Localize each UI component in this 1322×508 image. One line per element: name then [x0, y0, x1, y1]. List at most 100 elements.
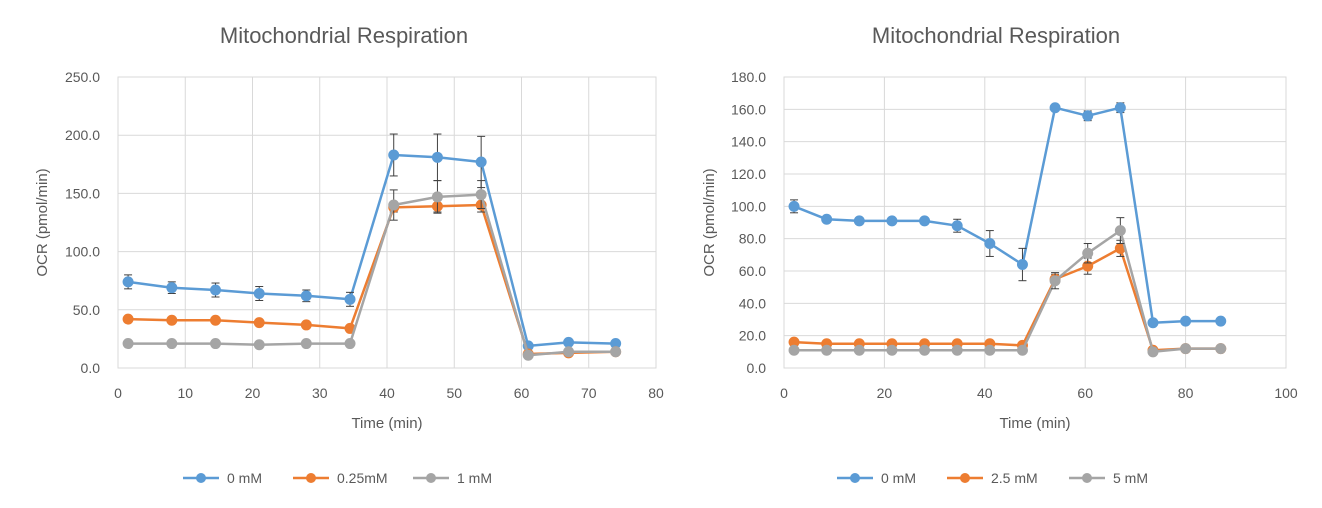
chart-title: Mitochondrial Respiration — [220, 23, 468, 48]
x-tick-label: 10 — [177, 385, 193, 401]
series-2 — [788, 217, 1227, 358]
y-tick-label: 60.0 — [739, 263, 766, 279]
y-axis-title: OCR (pmol/min) — [34, 168, 51, 276]
series-line — [793, 106, 1221, 324]
data-point — [919, 215, 931, 227]
chart-right: Mitochondrial Respiration 0.0 20.0 40.0 60.0… — [701, 23, 1298, 486]
data-point — [1114, 102, 1126, 114]
y-tick-label: 140.0 — [731, 134, 766, 150]
legend-label: 2.5 mM — [991, 470, 1038, 486]
series-2 — [122, 180, 622, 361]
y-tick-label: 180.0 — [731, 69, 766, 85]
plot-area-frame — [783, 76, 1287, 369]
x-tick-label: 70 — [581, 385, 597, 401]
x-tick-label: 20 — [877, 385, 893, 401]
x-tick-label: 80 — [648, 385, 664, 401]
x-tick-label: 80 — [1178, 385, 1194, 401]
legend-label: 0.25mM — [337, 470, 388, 486]
data-point — [563, 346, 575, 358]
data-point — [300, 338, 312, 350]
data-point — [1114, 225, 1126, 237]
data-point — [1215, 343, 1227, 355]
y-tick-label: 50.0 — [73, 302, 100, 318]
x-tick-label: 0 — [114, 385, 122, 401]
data-point — [253, 339, 265, 351]
data-point — [886, 344, 898, 356]
data-point — [951, 344, 963, 356]
data-point — [853, 215, 865, 227]
x-tick-label: 40 — [977, 385, 993, 401]
series-line — [127, 153, 616, 348]
data-point — [166, 282, 178, 294]
x-axis-title: Time (min) — [999, 415, 1070, 432]
data-point — [853, 344, 865, 356]
data-point — [1180, 315, 1192, 327]
data-point — [253, 317, 265, 329]
y-tick-label: 150.0 — [65, 185, 100, 201]
data-point — [821, 213, 833, 225]
data-point — [1215, 315, 1227, 327]
data-point — [951, 220, 963, 232]
data-point — [475, 156, 487, 168]
data-point — [1049, 102, 1061, 114]
y-tick-label: 200.0 — [65, 127, 100, 143]
data-point — [300, 319, 312, 331]
x-tick-label: 20 — [245, 385, 261, 401]
data-point — [1016, 259, 1028, 271]
data-point — [522, 349, 534, 361]
data-point — [210, 314, 222, 326]
data-point — [1147, 317, 1159, 329]
legend-marker — [1082, 473, 1092, 483]
x-tick-label: 60 — [514, 385, 530, 401]
data-point — [122, 338, 134, 350]
x-tick-label: 100 — [1274, 385, 1298, 401]
legend-label: 0 mM — [881, 470, 916, 486]
x-tick-label: 60 — [1077, 385, 1093, 401]
data-point — [788, 344, 800, 356]
data-point — [610, 346, 622, 358]
y-tick-label: 250.0 — [65, 69, 100, 85]
data-point — [1016, 344, 1028, 356]
x-tick-label: 50 — [446, 385, 462, 401]
data-point — [788, 200, 800, 212]
data-point — [984, 344, 996, 356]
data-point — [431, 191, 443, 203]
legend-label: 1 mM — [457, 470, 492, 486]
series-0 — [122, 133, 622, 352]
data-point — [475, 189, 487, 201]
data-point — [984, 238, 996, 250]
data-point — [344, 293, 356, 305]
y-tick-label: 0.0 — [747, 360, 767, 376]
legend-marker — [850, 473, 860, 483]
series-1 — [122, 197, 622, 360]
y-tick-label: 20.0 — [739, 328, 766, 344]
data-point — [166, 314, 178, 326]
series-0 — [788, 102, 1227, 329]
x-tick-label: 30 — [312, 385, 328, 401]
legend-marker — [196, 473, 206, 483]
y-tick-label: 100.0 — [65, 244, 100, 260]
data-point — [344, 338, 356, 350]
data-point — [210, 284, 222, 296]
legend-marker — [306, 473, 316, 483]
legend-marker — [426, 473, 436, 483]
y-axis-title: OCR (pmol/min) — [701, 168, 718, 276]
chart-title: Mitochondrial Respiration — [872, 23, 1120, 48]
data-point — [388, 199, 400, 211]
data-point — [886, 215, 898, 227]
legend-marker — [960, 473, 970, 483]
data-point — [821, 344, 833, 356]
series-line — [793, 247, 1221, 352]
data-point — [1082, 247, 1094, 259]
data-point — [388, 149, 400, 161]
data-point — [300, 290, 312, 302]
x-tick-label: 40 — [379, 385, 395, 401]
data-point — [919, 344, 931, 356]
y-tick-label: 0.0 — [81, 360, 101, 376]
y-tick-label: 160.0 — [731, 101, 766, 117]
y-tick-label: 100.0 — [731, 198, 766, 214]
series-1 — [788, 239, 1227, 356]
plot-area-frame — [117, 76, 657, 369]
y-tick-label: 80.0 — [739, 231, 766, 247]
